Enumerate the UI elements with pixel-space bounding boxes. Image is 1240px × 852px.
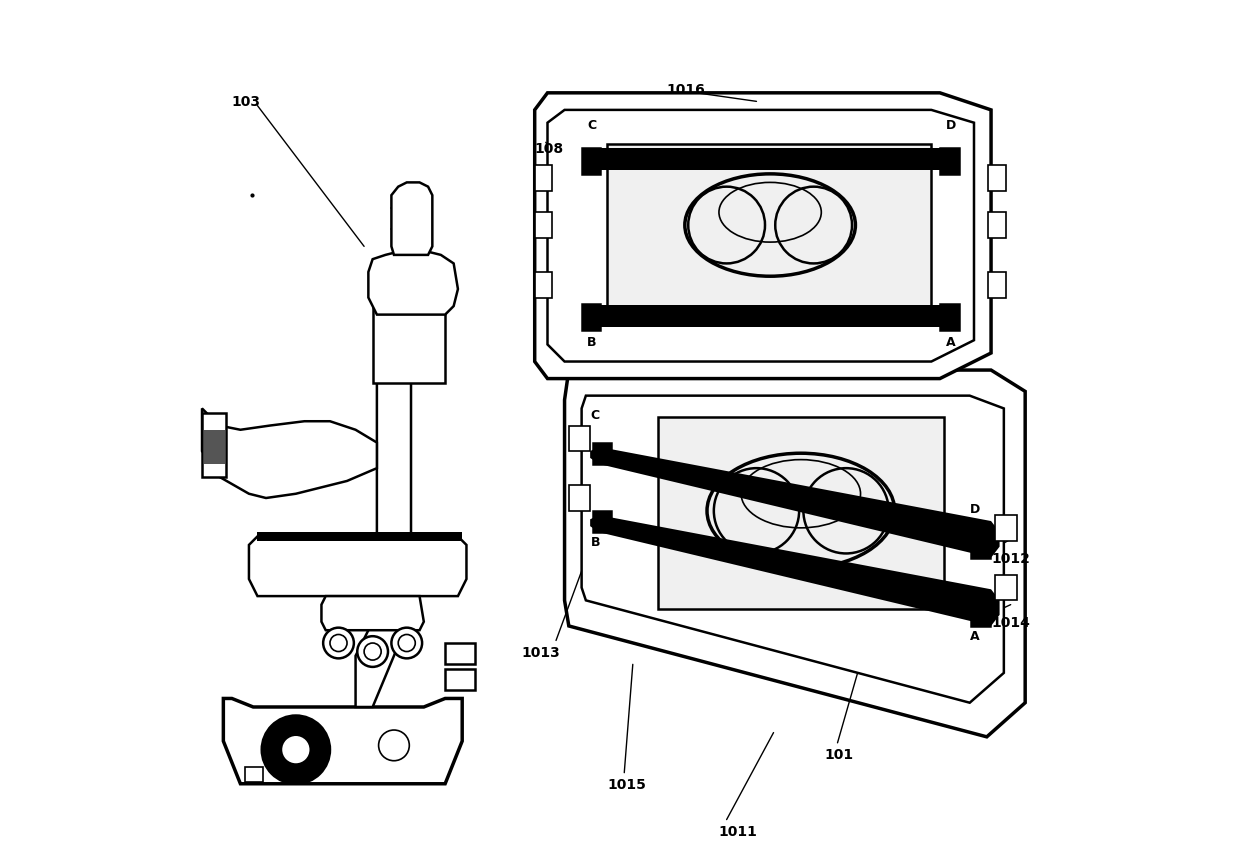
Text: B: B xyxy=(590,535,600,548)
Polygon shape xyxy=(202,409,377,498)
Text: 1014: 1014 xyxy=(991,615,1030,629)
Bar xyxy=(569,486,590,511)
Circle shape xyxy=(365,643,381,660)
Bar xyxy=(534,213,552,239)
Bar xyxy=(988,213,1006,239)
Text: A: A xyxy=(946,336,956,348)
Bar xyxy=(582,305,600,331)
Polygon shape xyxy=(582,396,1004,703)
Polygon shape xyxy=(368,251,458,315)
Text: 103: 103 xyxy=(232,95,260,109)
Text: D: D xyxy=(946,119,956,132)
Polygon shape xyxy=(392,183,433,256)
Bar xyxy=(940,149,959,175)
Bar xyxy=(582,149,600,175)
Bar xyxy=(988,166,1006,192)
Polygon shape xyxy=(590,447,999,558)
Polygon shape xyxy=(321,596,424,630)
Bar xyxy=(585,149,957,170)
Bar xyxy=(988,273,1006,298)
Circle shape xyxy=(324,628,353,659)
Text: 101: 101 xyxy=(825,747,854,761)
Circle shape xyxy=(392,628,422,659)
Bar xyxy=(971,537,991,558)
Bar xyxy=(593,511,611,532)
Bar xyxy=(971,605,991,626)
Circle shape xyxy=(262,716,330,784)
Bar xyxy=(569,426,590,452)
Text: C: C xyxy=(590,409,600,422)
Polygon shape xyxy=(548,111,973,362)
Bar xyxy=(996,575,1017,601)
Bar xyxy=(996,515,1017,541)
Bar xyxy=(585,306,957,327)
Polygon shape xyxy=(534,94,991,379)
Polygon shape xyxy=(356,315,410,707)
Text: 1011: 1011 xyxy=(718,824,756,838)
Bar xyxy=(593,443,611,464)
Polygon shape xyxy=(249,537,466,596)
Bar xyxy=(258,532,463,541)
Bar xyxy=(445,643,475,665)
Bar xyxy=(373,307,445,383)
Bar xyxy=(534,166,552,192)
Text: 108: 108 xyxy=(534,142,564,156)
Text: D: D xyxy=(970,503,980,515)
Circle shape xyxy=(378,730,409,761)
Polygon shape xyxy=(223,699,463,784)
Bar xyxy=(534,273,552,298)
Text: B: B xyxy=(587,336,596,348)
Bar xyxy=(608,145,931,311)
Bar xyxy=(658,417,944,609)
Text: 1015: 1015 xyxy=(608,777,646,791)
Polygon shape xyxy=(564,371,1025,737)
Text: C: C xyxy=(588,119,596,132)
Text: 1016: 1016 xyxy=(667,83,706,96)
Bar xyxy=(940,305,959,331)
Polygon shape xyxy=(590,515,999,626)
Circle shape xyxy=(330,635,347,652)
Circle shape xyxy=(283,737,309,763)
Bar xyxy=(244,767,263,782)
Circle shape xyxy=(357,636,388,667)
Bar xyxy=(202,413,226,477)
Bar xyxy=(445,669,475,690)
Bar xyxy=(203,430,226,464)
Circle shape xyxy=(398,635,415,652)
Text: 1012: 1012 xyxy=(991,551,1030,565)
Text: 1013: 1013 xyxy=(522,645,560,659)
Text: A: A xyxy=(970,629,980,642)
